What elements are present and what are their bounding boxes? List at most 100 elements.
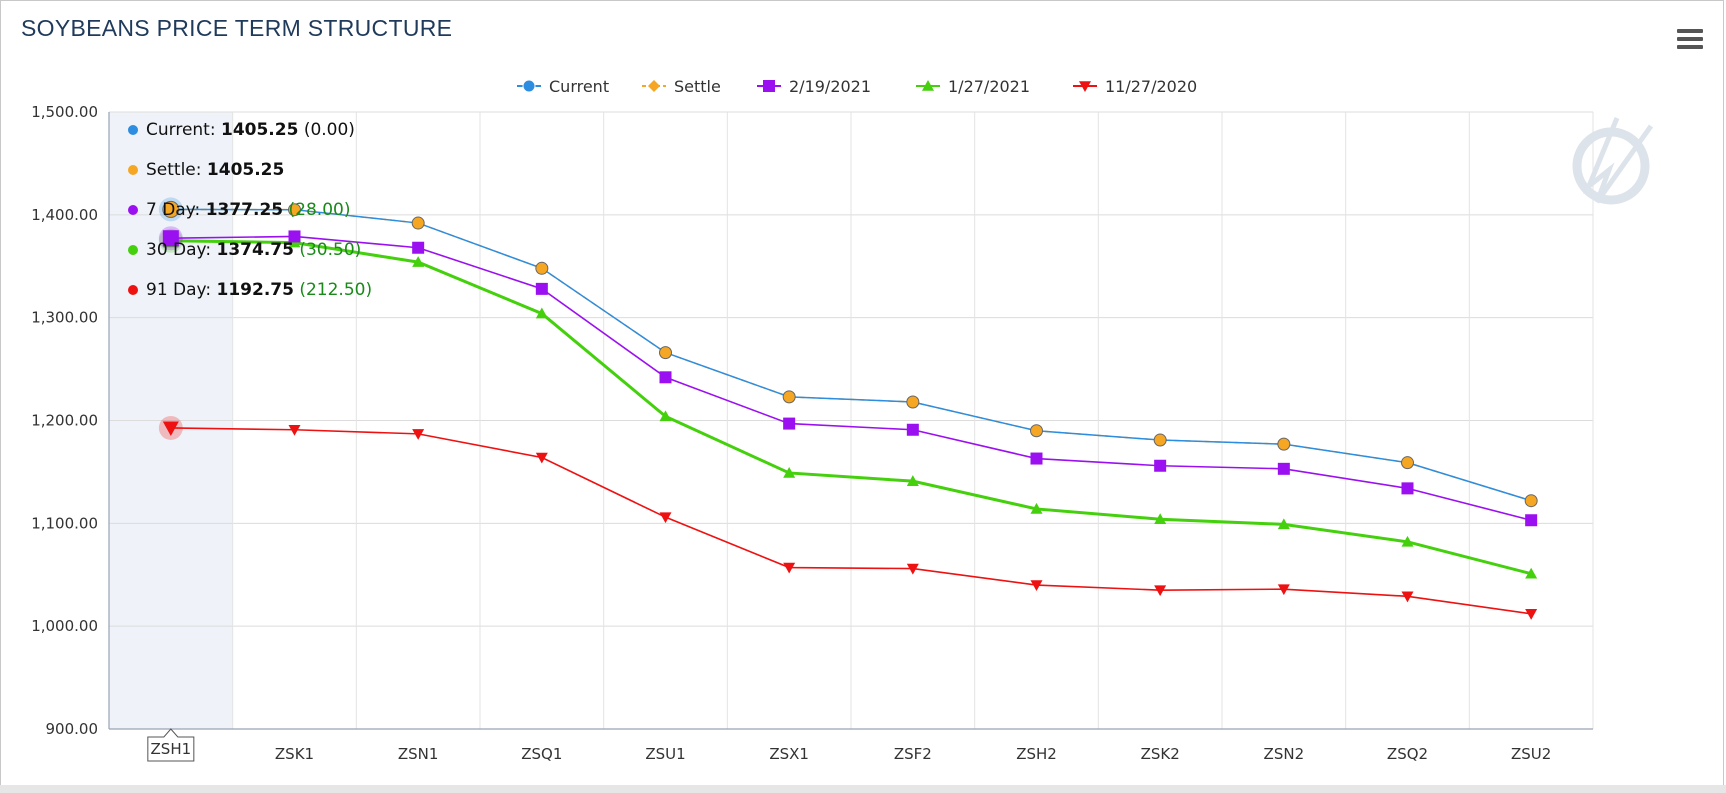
series-line (170, 239, 1532, 576)
data-point (1401, 456, 1414, 470)
data-point (1524, 494, 1538, 508)
data-point (288, 230, 301, 243)
data-point (783, 466, 796, 478)
legend-item[interactable]: 11/27/2020 (1073, 77, 1197, 96)
data-point (162, 421, 179, 436)
y-tick-label: 1,100.00 (31, 514, 98, 532)
data-point (1401, 482, 1414, 495)
data-point (659, 371, 672, 384)
tooltip-text: 7 Day: 1377.25 (28.00) (146, 200, 350, 220)
tooltip-row: 30 Day: 1374.75 (30.50) (128, 240, 361, 260)
series-line (170, 427, 1532, 615)
x-tick-label: ZSU1 (645, 745, 685, 763)
legend-item[interactable]: 2/19/2021 (757, 77, 871, 96)
data-point (1525, 567, 1538, 579)
legend-item[interactable]: 1/27/2021 (916, 77, 1030, 96)
data-point (1154, 585, 1167, 597)
data-point (659, 512, 672, 524)
x-tick-label: ZSX1 (769, 745, 809, 763)
x-tick-label: ZSN2 (1264, 745, 1305, 763)
series-current (158, 197, 1538, 508)
series-11-27-2020 (158, 415, 1538, 620)
x-tick-label: ZSH2 (1016, 745, 1057, 763)
y-tick-label: 1,200.00 (31, 412, 98, 430)
data-point (288, 424, 301, 436)
series-line (170, 208, 1532, 502)
legend-label: 11/27/2020 (1105, 77, 1197, 96)
legend-marker (522, 79, 536, 93)
y-tick-label: 1,000.00 (31, 617, 98, 635)
y-tick-label: 1,500.00 (31, 103, 98, 121)
y-tick-label: 900.00 (46, 720, 99, 738)
tooltip-text: Current: 1405.25 (0.00) (146, 120, 355, 140)
data-point (782, 390, 796, 404)
data-point (1277, 518, 1290, 530)
y-tick-label: 1,300.00 (31, 309, 98, 327)
legend-label: 2/19/2021 (789, 77, 871, 96)
data-point (1525, 514, 1538, 527)
data-point (906, 475, 919, 486)
legend-marker (922, 80, 934, 91)
x-hover-label: ZSH1 (151, 740, 192, 758)
x-tick-label: ZSN1 (398, 745, 439, 763)
legend-label: Current (549, 77, 609, 96)
data-point (535, 307, 548, 319)
data-point (659, 346, 672, 360)
data-point (412, 241, 425, 254)
data-point (288, 203, 301, 217)
x-tick-label: ZSK1 (275, 745, 314, 763)
data-point (1030, 580, 1043, 592)
legend-label: Settle (674, 77, 721, 96)
data-point (906, 423, 919, 436)
series-line (170, 235, 1532, 522)
data-point (1154, 513, 1167, 525)
x-tick-label: ZSF2 (894, 745, 932, 763)
data-point (411, 216, 425, 230)
tooltip-bullet (128, 125, 138, 135)
legend-marker (763, 80, 775, 92)
data-point (1277, 462, 1290, 475)
data-point (783, 417, 796, 430)
tooltip-bullet (128, 165, 138, 175)
data-point (1154, 459, 1167, 472)
series-2-19-2021 (158, 226, 1538, 527)
data-point (1277, 584, 1290, 596)
tooltip-bullet (128, 285, 138, 295)
data-point (412, 256, 425, 267)
chart-title: SOYBEANS PRICE TERM STRUCTURE (21, 15, 453, 41)
hamburger-menu-icon[interactable] (1677, 29, 1703, 51)
tooltip-row: 7 Day: 1377.25 (28.00) (128, 200, 350, 220)
data-point (1401, 591, 1414, 603)
legend-item[interactable]: Settle (642, 77, 721, 96)
legend-label: 1/27/2021 (948, 77, 1030, 96)
tooltip-row: Current: 1405.25 (0.00) (128, 120, 355, 140)
window-bottom-bar (0, 785, 1726, 793)
tooltip-row: Settle: 1405.25 (128, 160, 284, 180)
tooltip-bullet (128, 245, 138, 255)
y-tick-label: 1,400.00 (31, 206, 98, 224)
tooltip-row: 91 Day: 1192.75 (212.50) (128, 280, 372, 300)
legend-marker (648, 80, 660, 92)
data-point (783, 562, 796, 574)
tooltip-text: 91 Day: 1192.75 (212.50) (146, 280, 372, 300)
data-point (535, 261, 549, 275)
data-point (906, 563, 919, 575)
data-point (162, 200, 180, 218)
data-point (1030, 502, 1043, 514)
tooltip-bullet (128, 205, 138, 215)
data-point (1525, 609, 1538, 620)
x-tick-label: ZSU2 (1511, 745, 1551, 763)
logo-watermark-icon (1572, 117, 1654, 205)
tooltip-text: Settle: 1405.25 (146, 160, 284, 180)
legend-item[interactable]: Current (517, 77, 609, 96)
data-point (162, 230, 179, 247)
x-tick-label: ZSQ1 (521, 745, 562, 763)
x-tick-label: ZSK2 (1141, 745, 1180, 763)
data-point (1153, 433, 1167, 447)
data-point (535, 452, 548, 464)
x-tick-label: ZSQ2 (1387, 745, 1428, 763)
data-point (412, 429, 425, 440)
legend-marker (1079, 81, 1091, 92)
x-hover-label-box (147, 728, 195, 762)
